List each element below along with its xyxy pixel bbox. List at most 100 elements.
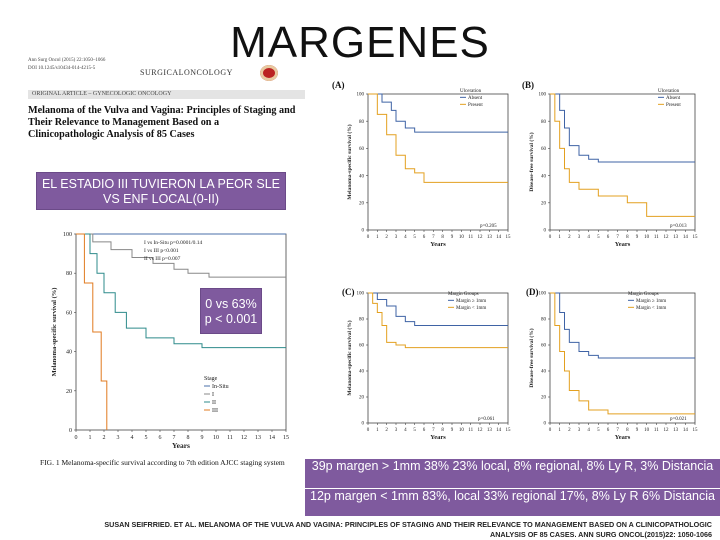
x-tick-label: 10 (459, 235, 465, 240)
y-tick-label: 80 (359, 318, 365, 323)
x-tick-label: 14 (496, 428, 502, 433)
annotation-text: II vs III p=0.007 (144, 256, 181, 262)
x-tick-label: 9 (451, 428, 454, 433)
citation-line-1: SUSAN SEIFRRIED. ET AL. MELANOMA OF THE … (104, 520, 712, 529)
x-tick-label: 1 (376, 428, 379, 433)
p-value-label: p=0.021 (670, 417, 687, 422)
series-line (368, 292, 508, 349)
margin-negative-note: 12p margen < 1mm 83%, local 33% regional… (305, 489, 720, 516)
x-axis-label: Years (430, 241, 446, 248)
pvalue-line2: p < 0.001 (204, 312, 258, 326)
x-tick-label: 5 (597, 235, 600, 240)
legend-title: Stage (204, 376, 218, 382)
series-line (368, 93, 508, 183)
y-tick-label: 60 (541, 147, 547, 152)
legend-entry: Absent (666, 96, 681, 101)
panel-label: (A) (332, 80, 345, 90)
x-tick-label: 6 (607, 235, 610, 240)
panel-label: (D) (526, 287, 539, 297)
x-tick-label: 9 (636, 428, 639, 433)
journal-citation-line: Ann Surg Oncol (2015) 22:1050–1066 (28, 58, 106, 63)
crossmark-logo (260, 65, 278, 81)
y-tick-label: 0 (544, 422, 547, 427)
x-tick-label: 13 (255, 435, 261, 441)
x-tick-label: 0 (367, 235, 370, 240)
x-tick-label: 12 (241, 435, 247, 441)
series-line (550, 292, 695, 359)
x-tick-label: 8 (441, 235, 444, 240)
doi-line: DOI 10.1245/s10434-014-4215-5 (28, 66, 96, 71)
y-tick-label: 100 (63, 232, 72, 238)
p-value-label: p=0.205 (480, 224, 497, 229)
y-tick-label: 80 (66, 271, 72, 277)
y-tick-label: 20 (541, 201, 547, 206)
x-tick-label: 4 (404, 428, 407, 433)
x-tick-label: 13 (673, 235, 679, 240)
y-tick-label: 80 (541, 318, 547, 323)
x-tick-label: 13 (487, 235, 493, 240)
annotation-text: I vs In-Situ p=0.0001/0.14 (144, 240, 203, 246)
y-tick-label: 60 (541, 344, 547, 349)
y-axis-label: Melanoma-specific survival (%) (346, 320, 353, 395)
x-tick-label: 15 (693, 428, 699, 433)
x-tick-label: 2 (103, 435, 106, 441)
journal-name: SURGICALONCOLOGY (140, 68, 233, 77)
series-line (368, 292, 508, 326)
x-tick-label: 3 (395, 235, 398, 240)
x-tick-label: 4 (131, 435, 134, 441)
x-tick-label: 0 (367, 428, 370, 433)
x-tick-label: 15 (506, 235, 512, 240)
x-tick-label: 4 (587, 428, 590, 433)
x-tick-label: 6 (607, 428, 610, 433)
panel-label: (B) (522, 80, 534, 90)
x-tick-label: 8 (626, 428, 629, 433)
y-axis-label: Disease-free survival (%) (528, 328, 535, 387)
x-tick-label: 3 (395, 428, 398, 433)
series-line (550, 93, 695, 163)
x-tick-label: 7 (432, 235, 435, 240)
x-tick-label: 7 (616, 428, 619, 433)
panel-c-chart: 0 1 2 3 4 5 6 7 8 9 10 11 12 13 14 15020406080100YearsM… (342, 287, 512, 441)
y-axis-label: Disease-free survival (%) (528, 132, 535, 191)
y-tick-label: 100 (539, 93, 547, 98)
legend-entry: II (212, 400, 216, 406)
x-tick-label: 7 (616, 235, 619, 240)
x-tick-label: 14 (683, 235, 689, 240)
x-tick-label: 0 (549, 428, 552, 433)
x-tick-label: 3 (117, 435, 120, 441)
x-tick-label: 10 (644, 235, 650, 240)
y-tick-label: 100 (357, 292, 365, 297)
x-tick-label: 6 (423, 235, 426, 240)
x-tick-label: 14 (269, 435, 275, 441)
legend-title: Ulceration (460, 89, 482, 94)
x-tick-label: 5 (145, 435, 148, 441)
x-tick-label: 5 (413, 428, 416, 433)
x-tick-label: 9 (201, 435, 204, 441)
p-value-label: p=0.013 (670, 224, 687, 229)
y-tick-label: 40 (359, 174, 365, 179)
legend-entry: Margin ≥ 1mm (636, 299, 666, 304)
series-line (368, 93, 508, 133)
panel-d-chart: 0 1 2 3 4 5 6 7 8 9 10 11 12 13 14 15020406080100YearsD… (526, 287, 699, 441)
legend-entry: Present (468, 103, 483, 108)
legend-entry: Margin ≥ 1mm (456, 299, 486, 304)
legend-title: Margin Groups (628, 292, 659, 297)
x-tick-label: 2 (568, 428, 571, 433)
x-tick-label: 12 (478, 428, 484, 433)
y-tick-label: 20 (66, 389, 72, 395)
series-line (76, 233, 286, 349)
x-tick-label: 8 (626, 235, 629, 240)
pvalue-callout: 0 vs 63% p < 0.001 (200, 288, 262, 334)
x-tick-label: 15 (506, 428, 512, 433)
x-tick-label: 13 (487, 428, 493, 433)
x-axis-label: Years (615, 241, 631, 248)
panel-label: (C) (342, 287, 355, 297)
x-tick-label: 12 (664, 428, 670, 433)
series-line (76, 233, 286, 278)
plot-frame (367, 292, 509, 424)
legend-entry: In-Situ (212, 384, 229, 390)
fig1-chart: 0 1 2 3 4 5 6 7 8 9 10 11 12 13 14 15020406080100YearsM… (51, 232, 289, 450)
fig1-caption: FIG. 1 Melanoma-specific survival accord… (40, 458, 285, 467)
x-tick-label: 8 (187, 435, 190, 441)
x-tick-label: 4 (587, 235, 590, 240)
